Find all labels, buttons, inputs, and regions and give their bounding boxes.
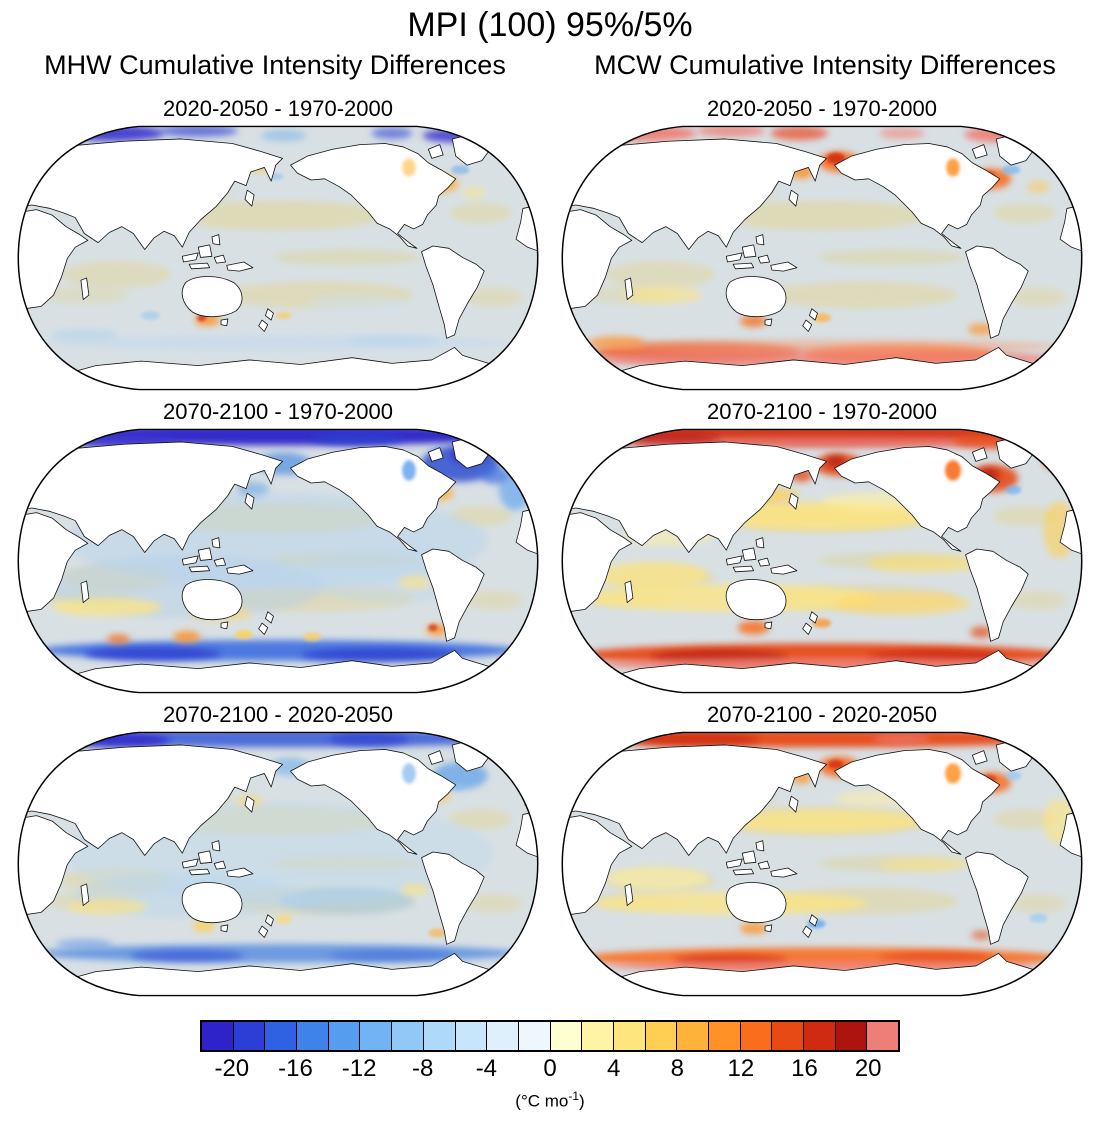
unit-suffix: ) — [579, 1091, 585, 1111]
colorbar — [200, 1020, 900, 1052]
colorbar-cell — [296, 1022, 328, 1050]
colorbar-cell — [327, 1022, 360, 1050]
colorbar-tick-label: -12 — [341, 1055, 377, 1082]
colorbar-cell — [359, 1022, 392, 1050]
colorbar-cell — [739, 1022, 772, 1050]
colorbar-cell — [834, 1022, 867, 1050]
colorbar-tick-label: -4 — [475, 1055, 498, 1082]
world-map-mhw-r1 — [17, 125, 539, 391]
panel-period-title: 2070-2100 - 2020-2050 — [163, 702, 393, 727]
colorbar-tick-label: 12 — [727, 1055, 755, 1082]
panel-period-title: 2070-2100 - 1970-2000 — [163, 399, 393, 424]
colorbar-tick-row: -20 -16 -12 -8 -4 0 4 8 12 16 20 — [200, 1055, 900, 1085]
projection-outline — [561, 428, 1083, 694]
projection-outline — [561, 731, 1083, 997]
colorbar-cell — [803, 1022, 835, 1050]
map-panel-mhw-r1: 2020-2050 - 1970-2000 — [8, 94, 548, 394]
unit-superscript: -1 — [568, 1089, 580, 1103]
colorbar-cell — [549, 1022, 582, 1050]
colorbar-cell — [202, 1022, 233, 1050]
world-map-mcw-r3 — [561, 731, 1083, 997]
colorbar-cell — [517, 1022, 550, 1050]
colorbar-cell — [644, 1022, 677, 1050]
map-panel-mcw-r3: 2070-2100 - 2020-2050 — [552, 700, 1092, 1000]
world-map-mhw-r3 — [17, 731, 539, 997]
colorbar-cell — [708, 1022, 740, 1050]
map-panel-mhw-r2: 2070-2100 - 1970-2000 — [8, 397, 548, 697]
world-map-mcw-r1 — [561, 125, 1083, 391]
projection-outline — [17, 125, 539, 391]
colorbar-cell — [676, 1022, 708, 1050]
map-panel-grid: 2020-2050 - 1970-2000 2020-2050 - 1970-20… — [0, 94, 1100, 1010]
colorbar-cell — [422, 1022, 455, 1050]
colorbar-tick-label: 0 — [543, 1055, 557, 1082]
map-panel-mhw-r3: 2070-2100 - 2020-2050 — [8, 700, 548, 1000]
world-map-mhw-r2 — [17, 428, 539, 694]
column-header-mhw: MHW Cumulative Intensity Differences — [44, 50, 506, 80]
column-header-mcw: MCW Cumulative Intensity Differences — [594, 50, 1056, 80]
colorbar-cell — [486, 1022, 518, 1050]
colorbar-tick-label: 4 — [606, 1055, 621, 1082]
unit-prefix: (°C mo — [515, 1091, 569, 1111]
colorbar-area: -20 -16 -12 -8 -4 0 4 8 12 16 20 (°C mo-1) — [200, 1020, 900, 1112]
panel-period-title: 2070-2100 - 2020-2050 — [707, 702, 937, 727]
colorbar-cell — [581, 1022, 613, 1050]
colorbar-tick-label: 16 — [791, 1055, 818, 1082]
projection-outline — [561, 125, 1083, 391]
column-headers: MHW Cumulative Intensity Differences MCW… — [0, 50, 1100, 81]
colorbar-tick-label: -8 — [412, 1055, 434, 1082]
colorbar-cell — [264, 1022, 297, 1050]
colorbar-tick-label: -16 — [278, 1055, 313, 1082]
colorbar-tick-label: -20 — [214, 1055, 250, 1082]
colorbar-cell — [454, 1022, 487, 1050]
projection-outline — [17, 731, 539, 997]
colorbar-cell — [391, 1022, 423, 1050]
map-panel-mcw-r2: 2070-2100 - 1970-2000 — [552, 397, 1092, 697]
panel-period-title: 2020-2050 - 1970-2000 — [707, 96, 937, 121]
panel-period-title: 2020-2050 - 1970-2000 — [163, 96, 393, 121]
colorbar-unit-label: (°C mo-1) — [200, 1089, 900, 1112]
colorbar-cell — [612, 1022, 645, 1050]
panel-period-title: 2070-2100 - 1970-2000 — [707, 399, 937, 424]
figure-title: MPI (100) 95%/5% — [407, 6, 693, 44]
colorbar-cell — [866, 1022, 899, 1050]
colorbar-tick-label: 20 — [854, 1055, 882, 1082]
map-panel-mcw-r1: 2020-2050 - 1970-2000 — [552, 94, 1092, 394]
colorbar-tick-label: 8 — [670, 1055, 684, 1082]
world-map-mcw-r2 — [561, 428, 1083, 694]
colorbar-cell — [232, 1022, 265, 1050]
projection-outline — [17, 428, 539, 694]
colorbar-cell — [771, 1022, 804, 1050]
